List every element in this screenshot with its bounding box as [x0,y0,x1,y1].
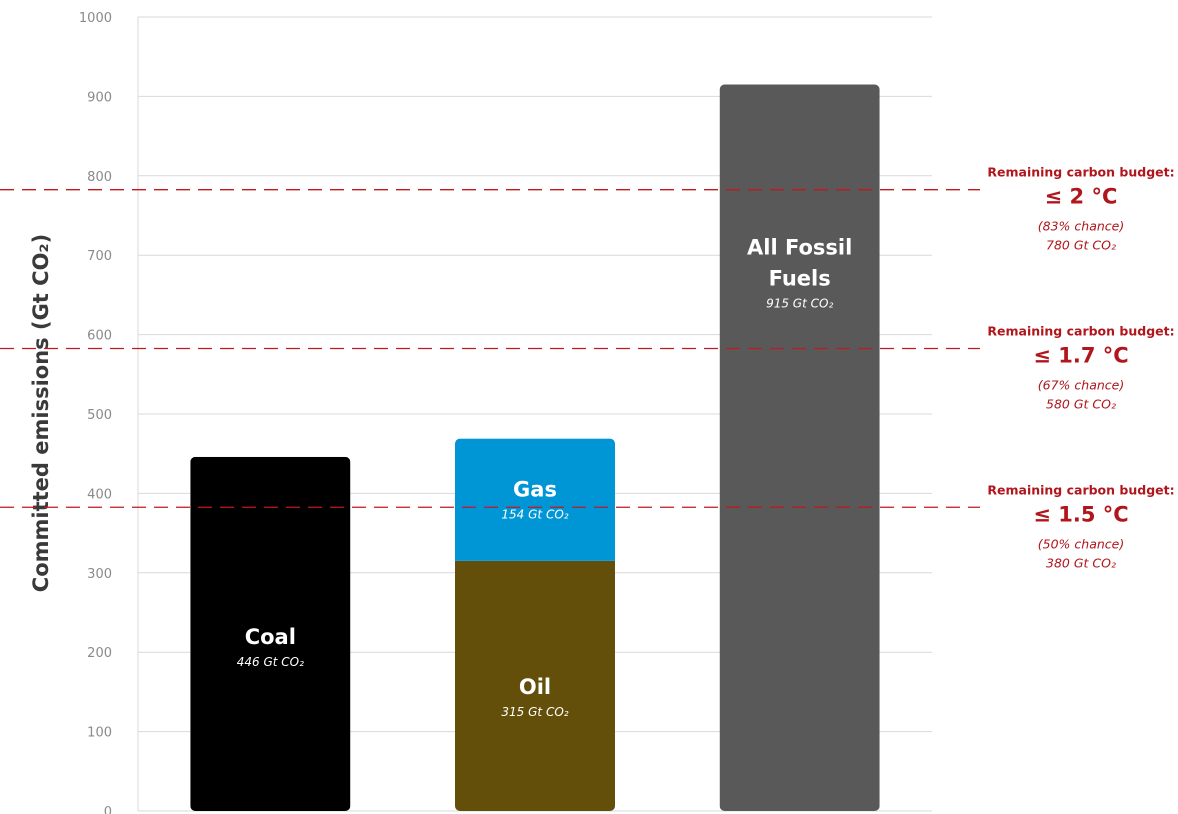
budget-temperature: ≤ 1.5 °C [1033,502,1128,526]
budget-annotations: Remaining carbon budget: ≤ 2 °C (83% chanc… [987,165,1174,571]
y-tick-label: 1000 [79,11,112,26]
budget-title: Remaining carbon budget: [987,482,1174,497]
bar-value-all-fossil-fuels: 915 Gt CO₂ [766,296,833,310]
budget-chance: (50% chance) [1038,536,1124,551]
y-tick-label: 0 [104,805,112,814]
budget-amount: 780 Gt CO₂ [1046,238,1116,253]
bar-group [455,438,615,811]
budget-title: Remaining carbon budget: [987,323,1174,338]
bar-value-coal: 446 Gt CO₂ [237,655,304,669]
y-tick-labels: 0 100 200 300 400 500 600 700 800 900 1000 [79,11,112,814]
bar-oil [455,560,615,811]
y-tick-label: 500 [87,408,112,423]
y-tick-label: 100 [87,726,112,741]
bar-group [190,456,351,811]
y-tick-label: 400 [87,487,112,502]
bars: Coal 446 Gt CO₂ Oil 315 Gt CO₂ Gas 154 Gt CO₂… [190,84,880,812]
budget-thresholds [0,189,980,508]
budget-amount: 380 Gt CO₂ [1046,555,1116,570]
bar-label-gas: Gas [513,478,557,502]
budget-title: Remaining carbon budget: [987,165,1174,180]
bar-coal [190,456,351,811]
bar-value-gas: 154 Gt CO₂ [501,508,568,522]
bar-value-oil: 315 Gt CO₂ [501,705,568,719]
budget-chance: (83% chance) [1038,219,1124,234]
y-tick-label: 300 [87,567,112,582]
bar-all-fossil-fuels [719,84,880,812]
bar-label-coal: Coal [245,625,296,649]
y-tick-label: 600 [87,329,112,344]
y-tick-label: 200 [87,646,112,661]
budget-chance: (67% chance) [1038,377,1124,392]
y-tick-label: 700 [87,249,112,264]
y-tick-label: 900 [87,90,112,105]
bar-label-oil: Oil [519,675,551,699]
budget-temperature: ≤ 2 °C [1045,185,1118,209]
budget-temperature: ≤ 1.7 °C [1033,343,1128,367]
bar-gas [455,438,615,561]
y-tick-label: 800 [87,170,112,185]
budget-amount: 580 Gt CO₂ [1046,396,1116,411]
y-axis-label: Committed emissions (Gt CO₂) [29,234,53,592]
bar-group [719,84,880,812]
bar-label-all-fossil-fuels: All Fossil Fuels [747,235,852,290]
